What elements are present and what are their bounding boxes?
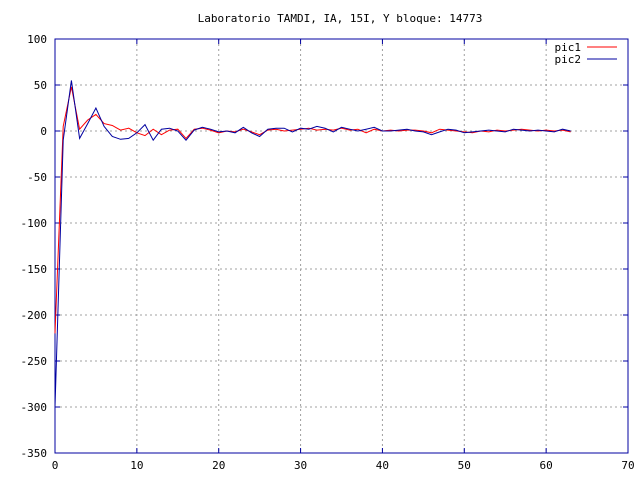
y-tick-label: -200 — [21, 309, 48, 322]
grid — [55, 39, 628, 453]
plot-area — [54, 38, 629, 454]
x-tick-label: 0 — [52, 459, 59, 472]
x-tick-label: 20 — [212, 459, 225, 472]
series-layer — [54, 80, 571, 408]
x-axis: 0 10 20 30 40 50 60 70 — [52, 39, 635, 472]
x-tick-label: 10 — [130, 459, 143, 472]
x-tick-label: 50 — [458, 459, 471, 472]
series-line-pic2 — [54, 80, 571, 408]
y-tick-label: -50 — [27, 171, 47, 184]
y-tick-label: -150 — [21, 263, 48, 276]
series-line-pic1 — [54, 86, 571, 334]
x-tick-label: 60 — [540, 459, 553, 472]
y-tick-label: -350 — [21, 447, 48, 460]
y-tick-label: 100 — [27, 33, 47, 46]
x-tick-label: 30 — [294, 459, 307, 472]
x-tick-label: 40 — [376, 459, 389, 472]
y-tick-label: -100 — [21, 217, 48, 230]
legend-label-pic2: pic2 — [555, 53, 582, 66]
x-tick-label: 70 — [621, 459, 634, 472]
y-tick-label: -300 — [21, 401, 48, 414]
y-axis: -350 -300 -250 -200 -150 -100 -50 0 50 100 — [21, 33, 628, 460]
chart-title: Laboratorio TAMDI, IA, 15I, Y bloque: 14… — [198, 12, 483, 25]
y-tick-label: -250 — [21, 355, 48, 368]
legend-label-pic1: pic1 — [555, 41, 582, 54]
y-tick-label: 50 — [34, 79, 47, 92]
y-tick-label: 0 — [40, 125, 47, 138]
